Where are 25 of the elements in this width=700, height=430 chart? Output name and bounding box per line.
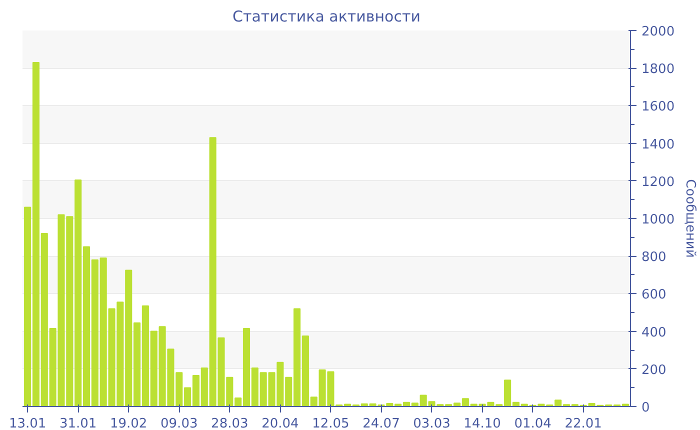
x-tick-label: 28.03	[211, 416, 248, 430]
y-tick-label: 1000	[642, 212, 675, 228]
x-tick-label: 13.01	[8, 416, 46, 430]
y-tick-label: 600	[642, 288, 666, 303]
y-tick-label: 2000	[642, 24, 675, 40]
x-tick-label: 19.02	[110, 416, 148, 430]
x-tick-label: 01.04	[514, 416, 552, 430]
x-tick-label: 09.03	[160, 416, 198, 430]
y-tick-label: 1800	[642, 62, 675, 78]
x-tick-label: 20.04	[262, 416, 299, 430]
y-axis-title: Сообщений	[682, 179, 698, 258]
y-tick-label: 1600	[642, 100, 675, 115]
x-tick-label: 24.07	[362, 416, 400, 430]
chart-title: Статистика активности	[232, 8, 420, 26]
x-tick-label: 22.01	[564, 416, 602, 430]
y-tick-label: 800	[642, 250, 666, 266]
y-tick-label: 400	[642, 325, 666, 340]
x-tick-label: 14.10	[464, 416, 501, 430]
y-tick-label: 1200	[642, 174, 675, 190]
y-tick-label: 1400	[642, 137, 675, 152]
x-tick-label: 31.01	[59, 416, 97, 430]
y-tick-label: 200	[642, 362, 666, 378]
y-tick-label: 0	[642, 400, 650, 416]
x-tick-label: 12.05	[312, 416, 350, 430]
x-tick-label: 03.03	[413, 416, 450, 430]
